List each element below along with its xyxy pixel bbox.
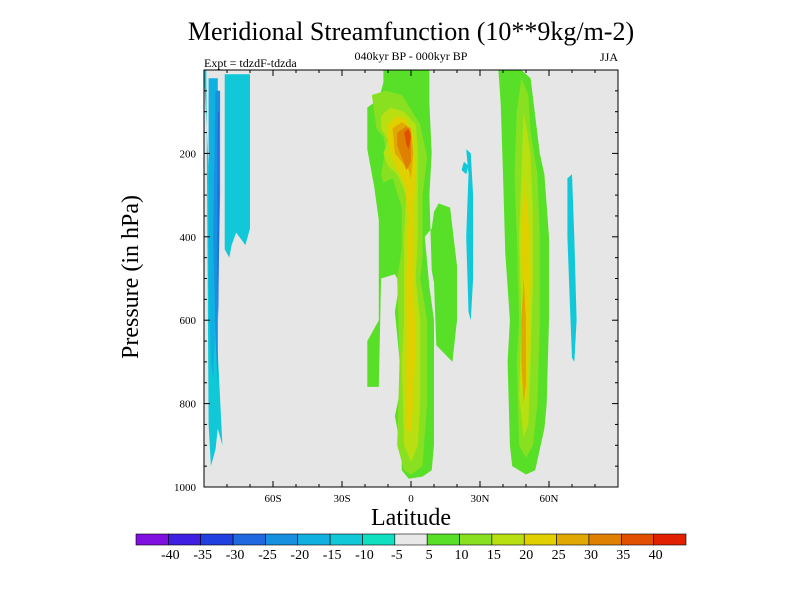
colorbar-swatch: [491, 533, 525, 546]
chart-title: Meridional Streamfunction (10**9kg/m-2): [188, 17, 634, 46]
contour-tropical-cell-20: [388, 115, 416, 433]
colorbar-label: 20: [519, 548, 533, 563]
contour-neg-patch-22N-dot: [461, 161, 469, 175]
contour-north-cell-25: [521, 278, 526, 404]
colorbar-label: 35: [616, 548, 630, 563]
colorbar-label: -40: [161, 548, 180, 563]
colorbar-swatch: [265, 533, 299, 546]
contour-south-polar-cell: [204, 70, 250, 467]
colorbar-swatch: [135, 533, 169, 546]
colorbar-swatch: [620, 533, 654, 546]
colorbar-label: 40: [649, 548, 663, 563]
colorbar-label: 30: [584, 548, 598, 563]
colorbar-swatch: [168, 533, 202, 546]
x-tick-label: 60S: [264, 493, 281, 505]
colorbar-swatch: [394, 533, 428, 546]
y-tick-label: 600: [180, 315, 197, 327]
axes: 60S 30S 0 30N 60N 200 400 600 800 1000: [174, 69, 619, 505]
colorbar-swatch: [588, 533, 622, 546]
colorbar-swatch: [232, 533, 266, 546]
colorbar-swatch: [523, 533, 557, 546]
contour-tropical-cell-35: [404, 128, 411, 150]
colorbar-label: -5: [391, 548, 403, 563]
colorbar-label: -30: [226, 548, 245, 563]
season-label: JJA: [600, 50, 618, 64]
experiment-label: Expt = tdzdF-tdzda: [204, 56, 297, 70]
y-tick-label: 400: [180, 232, 197, 244]
colorbar-label: -20: [290, 548, 309, 563]
x-tick-label: 0: [408, 493, 414, 505]
x-tick-label: 60N: [540, 493, 559, 505]
plot-area: [204, 70, 618, 487]
contour-south-cell-deep: [217, 111, 219, 321]
colorbar-label: 25: [552, 548, 566, 563]
colorbar-swatch: [362, 533, 396, 546]
colorbar: -40 -35 -30 -25 -20 -15 -10 -5 5 10 15 20 25 30 35 40: [135, 533, 687, 563]
colorbar-label: -10: [355, 548, 374, 563]
colorbar-label: 15: [487, 548, 501, 563]
colorbar-label: 5: [426, 548, 433, 563]
y-tick-label: 1000: [174, 482, 197, 494]
contour-neg-patch-70N: [567, 174, 577, 362]
colorbar-swatch: [297, 533, 331, 546]
chart-subtitle: 040kyr BP - 000kyr BP: [355, 49, 468, 63]
colorbar-swatch: [426, 533, 460, 546]
colorbar-swatch: [653, 533, 687, 546]
y-tick-label: 200: [180, 148, 197, 160]
colorbar-swatch: [329, 533, 363, 546]
colorbar-swatch: [200, 533, 234, 546]
y-tick-label: 800: [180, 399, 197, 411]
colorbar-label: -25: [258, 548, 277, 563]
contour-neg-patch-20N: [466, 149, 474, 321]
x-axis-label: Latitude: [371, 505, 451, 531]
colorbar-swatch: [556, 533, 590, 546]
x-tick-label: 30N: [471, 493, 490, 505]
y-axis-label: Pressure (in hPa): [118, 195, 144, 359]
x-tick-label: 30S: [333, 493, 350, 505]
colorbar-label: 10: [455, 548, 469, 563]
colorbar-label: -35: [193, 548, 212, 563]
colorbar-label: -15: [323, 548, 342, 563]
colorbar-swatch: [459, 533, 493, 546]
